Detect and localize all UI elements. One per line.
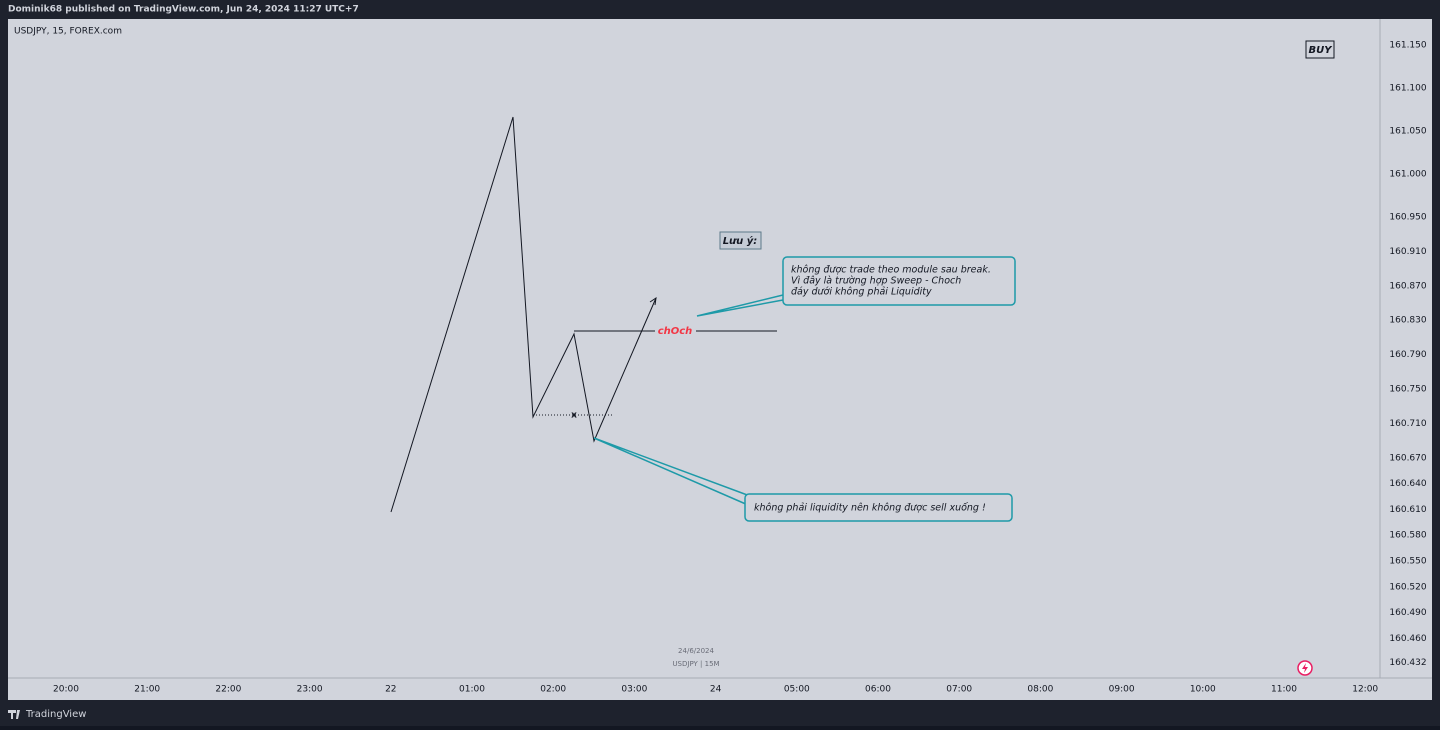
price-label: 160.550: [1389, 557, 1426, 567]
price-label: 160.520: [1389, 582, 1426, 592]
price-label: 161.000: [1389, 170, 1426, 180]
brand-logo: [8, 710, 20, 719]
time-label: 22:00: [215, 685, 241, 695]
price-label: 160.790: [1389, 350, 1426, 360]
time-label: 20:00: [53, 685, 79, 695]
price-label: 160.640: [1389, 479, 1426, 489]
price-label: 160.490: [1389, 608, 1426, 618]
buy-label: BUY: [1309, 45, 1334, 56]
zigzag: [390, 116, 657, 513]
callout-pointer: [593, 437, 751, 506]
alert-bolt: [1302, 663, 1308, 673]
brand: TradingView: [25, 709, 86, 720]
time-label: 06:00: [865, 685, 891, 695]
callout-text: Vì đây là trường hợp Sweep - Choch: [791, 276, 961, 287]
price-label: 160.670: [1389, 453, 1426, 463]
price-axis: 161.150 161.100 161.050 161.000 160.950 160.9…: [1389, 41, 1426, 668]
price-label: 161.100: [1389, 84, 1426, 94]
callout-text: không được trade theo module sau break.: [791, 265, 991, 276]
price-label: 160.710: [1389, 419, 1426, 429]
time-label: 22: [385, 685, 396, 695]
time-label: 09:00: [1109, 685, 1135, 695]
header-text: Dominik68 published on TradingView.com, …: [8, 5, 359, 15]
time-label: 03:00: [621, 685, 647, 695]
price-label: 160.910: [1389, 247, 1426, 257]
time-label: 11:00: [1271, 685, 1297, 695]
callout-text: không phải liquidity nên không được sell…: [754, 503, 986, 514]
time-label: 10:00: [1190, 685, 1216, 695]
symbol: USDJPY, 15, FOREX.com: [14, 27, 122, 37]
price-label: 160.432: [1389, 658, 1426, 668]
callout-top-box: [782, 256, 1016, 306]
time-label: 08:00: [1027, 685, 1053, 695]
price-label: 160.950: [1389, 213, 1426, 223]
time-label: 01:00: [459, 685, 485, 695]
price-label: 160.580: [1389, 531, 1426, 541]
price-label: 160.610: [1389, 505, 1426, 515]
buy-box: [1305, 40, 1335, 59]
price-label: 161.150: [1389, 41, 1426, 51]
watermark: USDJPY | 15M: [672, 660, 719, 668]
price-label: 160.870: [1389, 281, 1426, 291]
time-label: 05:00: [784, 685, 810, 695]
price-label: 160.460: [1389, 634, 1426, 644]
callout-text: đáy dưới không phải Liquidity: [791, 287, 932, 298]
time-label: 02:00: [540, 685, 566, 695]
time-label: 07:00: [946, 685, 972, 695]
callout-bottom-box: [744, 493, 1013, 522]
time-label: 24: [710, 685, 722, 695]
callout-pointer: [696, 294, 784, 317]
time-label: 12:00: [1352, 685, 1378, 695]
x-mark: x: [571, 411, 577, 421]
note: Lưu ý:: [723, 235, 758, 247]
time-axis: 20:00 21:00 22:00 23:00 22 01:00 02:00 03:00 24 0…: [53, 685, 1378, 695]
note-box: [719, 231, 762, 250]
watermark: 24/6/2024: [678, 647, 714, 655]
time-label: 23:00: [297, 685, 323, 695]
price-label: 160.750: [1389, 385, 1426, 395]
price-label: 161.050: [1389, 127, 1426, 137]
choch-label: chOch: [658, 326, 693, 337]
price-label: 160.830: [1389, 316, 1426, 326]
time-label: 21:00: [134, 685, 160, 695]
arrow-head: [649, 296, 657, 306]
chart-area: [8, 19, 1432, 700]
